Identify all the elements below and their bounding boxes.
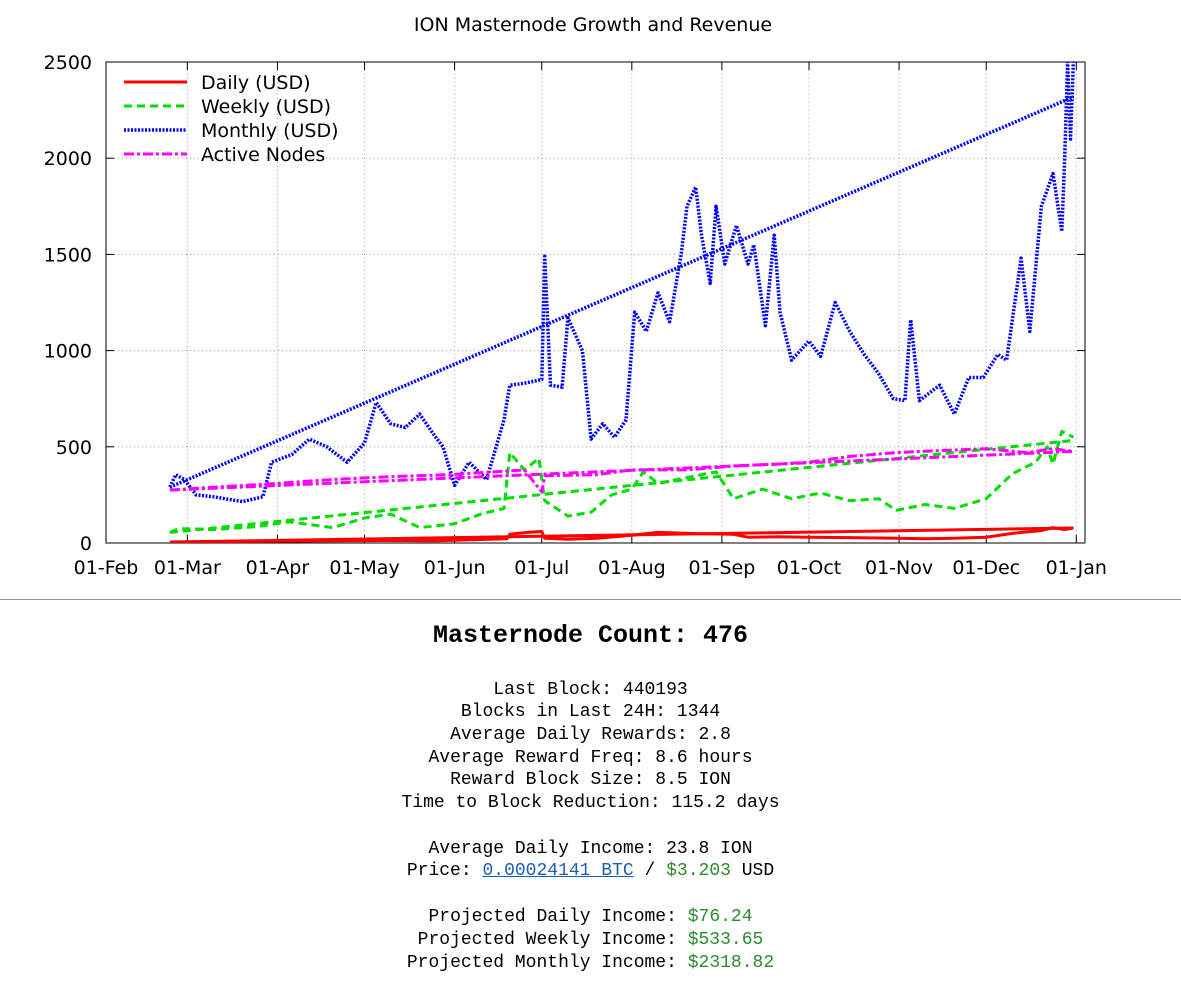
series-layer <box>168 62 1076 543</box>
projected-monthly-label: Projected Monthly Income: <box>406 952 688 973</box>
x-tick-label: 01-Mar <box>154 557 221 579</box>
blocks-24h-text: Blocks in Last 24H: 1344 <box>460 702 721 723</box>
x-tick-label: 01-Apr <box>246 557 310 579</box>
active-nodes-series-line <box>169 447 1074 494</box>
projected-monthly-line: Projected Monthly Income: $2318.82 <box>0 952 1181 975</box>
x-tick-label: 01-Aug <box>598 557 666 579</box>
price-btc-link[interactable]: 0.00024141 BTC <box>482 861 634 882</box>
monthly-usd-series-line <box>168 62 1076 504</box>
legend-label-daily-usd: Daily (USD) <box>201 72 311 94</box>
projected-monthly-value: $2318.82 <box>687 952 775 973</box>
y-tick-label: 2500 <box>44 52 92 74</box>
masternode-summary: Masternode Count: 476 Last Block: 440193… <box>0 620 1181 974</box>
x-tick-label: 01-Nov <box>865 557 933 579</box>
y-tick-label: 2000 <box>44 148 92 170</box>
legend-label-monthly-usd: Monthly (USD) <box>201 120 339 142</box>
x-tick-label: 01-May <box>329 557 399 579</box>
price-line: Price: 0.00024141 BTC / $3.203 USD <box>0 860 1181 883</box>
time-to-reduction-text: Time to Block Reduction: 115.2 days <box>401 793 780 814</box>
grid-lines <box>106 62 1085 543</box>
projected-weekly-line: Projected Weekly Income: $533.65 <box>0 929 1181 952</box>
last-block-text: Last Block: 440193 <box>493 679 688 700</box>
y-tick-label: 1000 <box>44 341 92 363</box>
section-divider <box>0 599 1181 600</box>
price-usd-unit: USD <box>730 861 775 882</box>
growth-revenue-chart: ION Masternode Growth and Revenue 0 500 10… <box>44 14 1107 579</box>
y-tick-label: 0 <box>80 533 92 555</box>
price-usd-value: $3.203 <box>666 861 731 882</box>
chart-legend: Daily (USD)Weekly (USD)Monthly (USD)Acti… <box>124 72 339 166</box>
chart-title: ION Masternode Growth and Revenue <box>414 14 772 36</box>
x-tick-label: 01-Jun <box>424 557 486 579</box>
masternode-count-heading: Masternode Count: 476 <box>432 621 749 650</box>
projected-daily-value: $76.24 <box>687 907 753 928</box>
x-tick-label: 01-Dec <box>952 557 1020 579</box>
x-tick-label: 01-Sep <box>688 557 755 579</box>
avg-daily-rewards-text: Average Daily Rewards: 2.8 <box>450 724 731 745</box>
x-tick-label: 01-Feb <box>74 557 139 579</box>
x-tick-label: 01-Jan <box>1046 557 1107 579</box>
y-tick-label: 1500 <box>44 244 92 266</box>
daily-usd-series-line <box>169 526 1074 543</box>
avg-daily-income-text: Average Daily Income: 23.8 ION <box>428 838 753 859</box>
projected-daily-label: Projected Daily Income: <box>428 907 688 928</box>
price-label: Price: <box>406 861 483 882</box>
projected-weekly-label: Projected Weekly Income: <box>417 929 688 950</box>
x-tick-label: 01-Jul <box>514 557 569 579</box>
avg-reward-freq-text: Average Reward Freq: 8.6 hours <box>428 747 753 768</box>
reward-block-size-text: Reward Block Size: 8.5 ION <box>450 770 731 791</box>
price-separator: / <box>633 861 667 882</box>
plot-frame <box>105 61 1086 544</box>
axes: 0 500 1000 1500 2000 2500 01-Feb 01-Mar 01-Apr 01… <box>44 52 1107 579</box>
legend-label-active-nodes: Active Nodes <box>201 144 325 166</box>
projected-weekly-value: $533.65 <box>687 929 764 950</box>
chart-area: ION Masternode Growth and Revenue 0 500 10… <box>44 14 1107 579</box>
projected-daily-line: Projected Daily Income: $76.24 <box>0 906 1181 929</box>
weekly-usd-series-line <box>169 429 1075 534</box>
monthly-usd-trendline <box>169 95 1075 489</box>
legend-label-weekly-usd: Weekly (USD) <box>201 96 331 118</box>
weekly-usd-trendline <box>169 438 1074 534</box>
y-tick-label: 500 <box>56 437 92 459</box>
x-tick-label: 01-Oct <box>777 557 841 579</box>
